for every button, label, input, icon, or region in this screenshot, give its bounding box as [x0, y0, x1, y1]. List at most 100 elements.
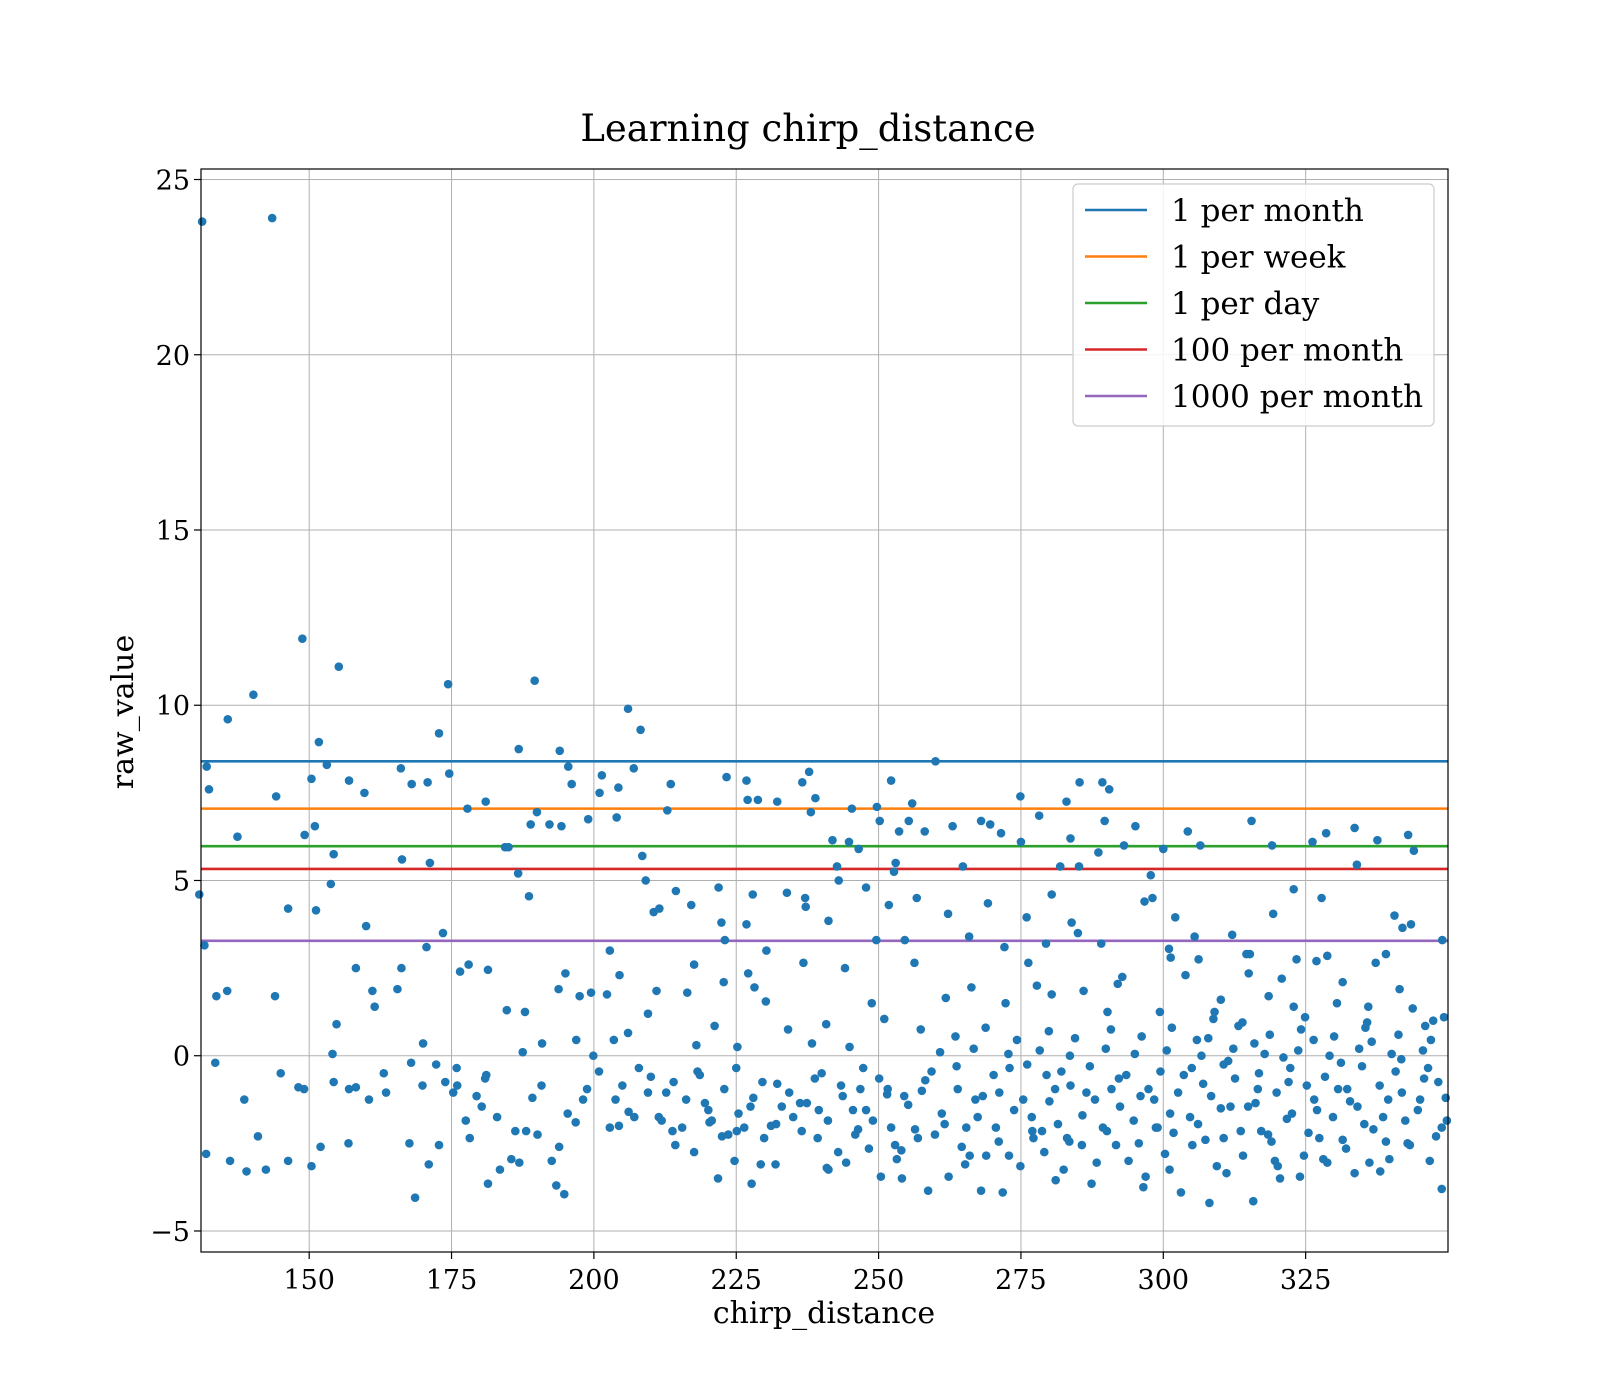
scatter-point	[1158, 844, 1168, 854]
scatter-point	[1144, 1084, 1153, 1094]
scatter-point	[1114, 1074, 1124, 1083]
scatter-point	[643, 1009, 653, 1018]
scatter-point	[1321, 828, 1331, 838]
scatter-point	[817, 1068, 826, 1078]
scatter-point	[1400, 1116, 1410, 1125]
scatter-point	[844, 837, 854, 847]
scatter-point	[704, 1105, 713, 1115]
scatter-point	[425, 858, 435, 868]
scatter-point	[960, 1160, 970, 1169]
scatter-point	[239, 1095, 249, 1104]
scatter-point	[749, 1093, 758, 1103]
scatter-point	[406, 1058, 416, 1068]
scatter-point	[739, 1123, 749, 1132]
scatter-point	[1242, 949, 1251, 959]
scatter-point	[1016, 1161, 1025, 1171]
scatter-point	[1000, 942, 1009, 952]
scatter-point	[364, 1095, 374, 1104]
scatter-point	[1419, 1074, 1429, 1083]
scatter-point	[868, 1116, 878, 1125]
scatter-point	[858, 1063, 868, 1073]
scatter-point	[423, 778, 432, 787]
scatter-point	[465, 1133, 475, 1143]
scatter-point	[594, 1067, 604, 1076]
scatter-point	[677, 1123, 687, 1132]
scatter-point	[360, 788, 369, 798]
scatter-point	[912, 893, 922, 903]
scatter-point	[623, 704, 633, 714]
scatter-point	[1190, 932, 1199, 941]
scatter-point	[689, 1147, 699, 1157]
scatter-point	[1113, 979, 1123, 989]
scatter-point	[943, 909, 953, 919]
scatter-point	[210, 1058, 220, 1068]
scatter-point	[890, 1140, 900, 1150]
scatter-point	[953, 1084, 963, 1094]
scatter-point	[537, 1039, 547, 1048]
scatter-point	[1104, 785, 1114, 794]
scatter-point	[1167, 1023, 1177, 1032]
scatter-point	[329, 849, 338, 859]
scatter-point	[1357, 1061, 1367, 1071]
scatter-point	[1256, 1126, 1266, 1136]
scatter-point	[952, 1061, 961, 1071]
scatter-point	[1391, 1067, 1400, 1076]
scatter-point	[634, 1063, 644, 1073]
scatter-point	[1397, 1054, 1406, 1064]
scatter-point	[1181, 970, 1190, 980]
scatter-point	[1045, 1096, 1054, 1106]
scatter-point	[605, 946, 615, 955]
scatter-point	[1077, 1140, 1087, 1150]
scatter-point	[732, 1126, 742, 1136]
scatter-point	[795, 1098, 805, 1108]
scatter-point	[882, 1089, 892, 1099]
scatter-point	[253, 1132, 263, 1141]
scatter-point	[554, 1142, 564, 1152]
scatter-point	[1117, 972, 1127, 982]
scatter-point	[875, 816, 885, 826]
scatter-point	[344, 776, 354, 785]
scatter-point	[1425, 1156, 1435, 1166]
scatter-point	[1394, 1030, 1403, 1039]
scatter-point	[1336, 1058, 1346, 1068]
legend-box	[1072, 183, 1435, 427]
scatter-point	[1359, 1119, 1369, 1129]
scatter-point	[1094, 848, 1103, 857]
scatter-point	[1065, 1051, 1075, 1061]
scatter-point	[637, 851, 647, 861]
scatter-point	[1273, 1161, 1283, 1171]
scatter-point	[671, 886, 681, 896]
scatter-point	[1037, 1126, 1047, 1136]
scatter-point	[1267, 1137, 1276, 1146]
scatter-point	[1050, 1084, 1060, 1094]
scatter-point	[799, 958, 808, 968]
scatter-point	[710, 1021, 719, 1031]
scatter-point	[930, 1130, 940, 1139]
scatter-point	[578, 1095, 588, 1104]
scatter-point	[742, 919, 751, 929]
scatter-point	[1016, 792, 1025, 801]
scatter-point	[1341, 1144, 1351, 1153]
scatter-point	[1107, 1084, 1116, 1094]
scatter-point	[941, 993, 951, 1003]
scatter-point	[1205, 1198, 1214, 1208]
scatter-point	[983, 898, 993, 908]
scatter-point	[734, 1109, 743, 1118]
scatter-point	[872, 802, 882, 812]
scatter-point	[298, 634, 307, 643]
scatter-point	[438, 928, 448, 938]
scatter-point	[971, 1095, 980, 1104]
scatter-point	[597, 771, 607, 780]
scatter-point	[1226, 1102, 1235, 1111]
scatter-point	[753, 795, 763, 805]
scatter-point	[1362, 1018, 1372, 1027]
scatter-point	[507, 1154, 516, 1164]
scatter-point	[463, 804, 472, 813]
scatter-point	[1196, 841, 1205, 850]
scatter-point	[1100, 816, 1109, 826]
scatter-point	[1024, 958, 1033, 968]
scatter-point	[1325, 1051, 1334, 1061]
scatter-point	[879, 1014, 889, 1024]
scatter-point	[197, 217, 207, 226]
scatter-point	[1176, 1188, 1186, 1197]
